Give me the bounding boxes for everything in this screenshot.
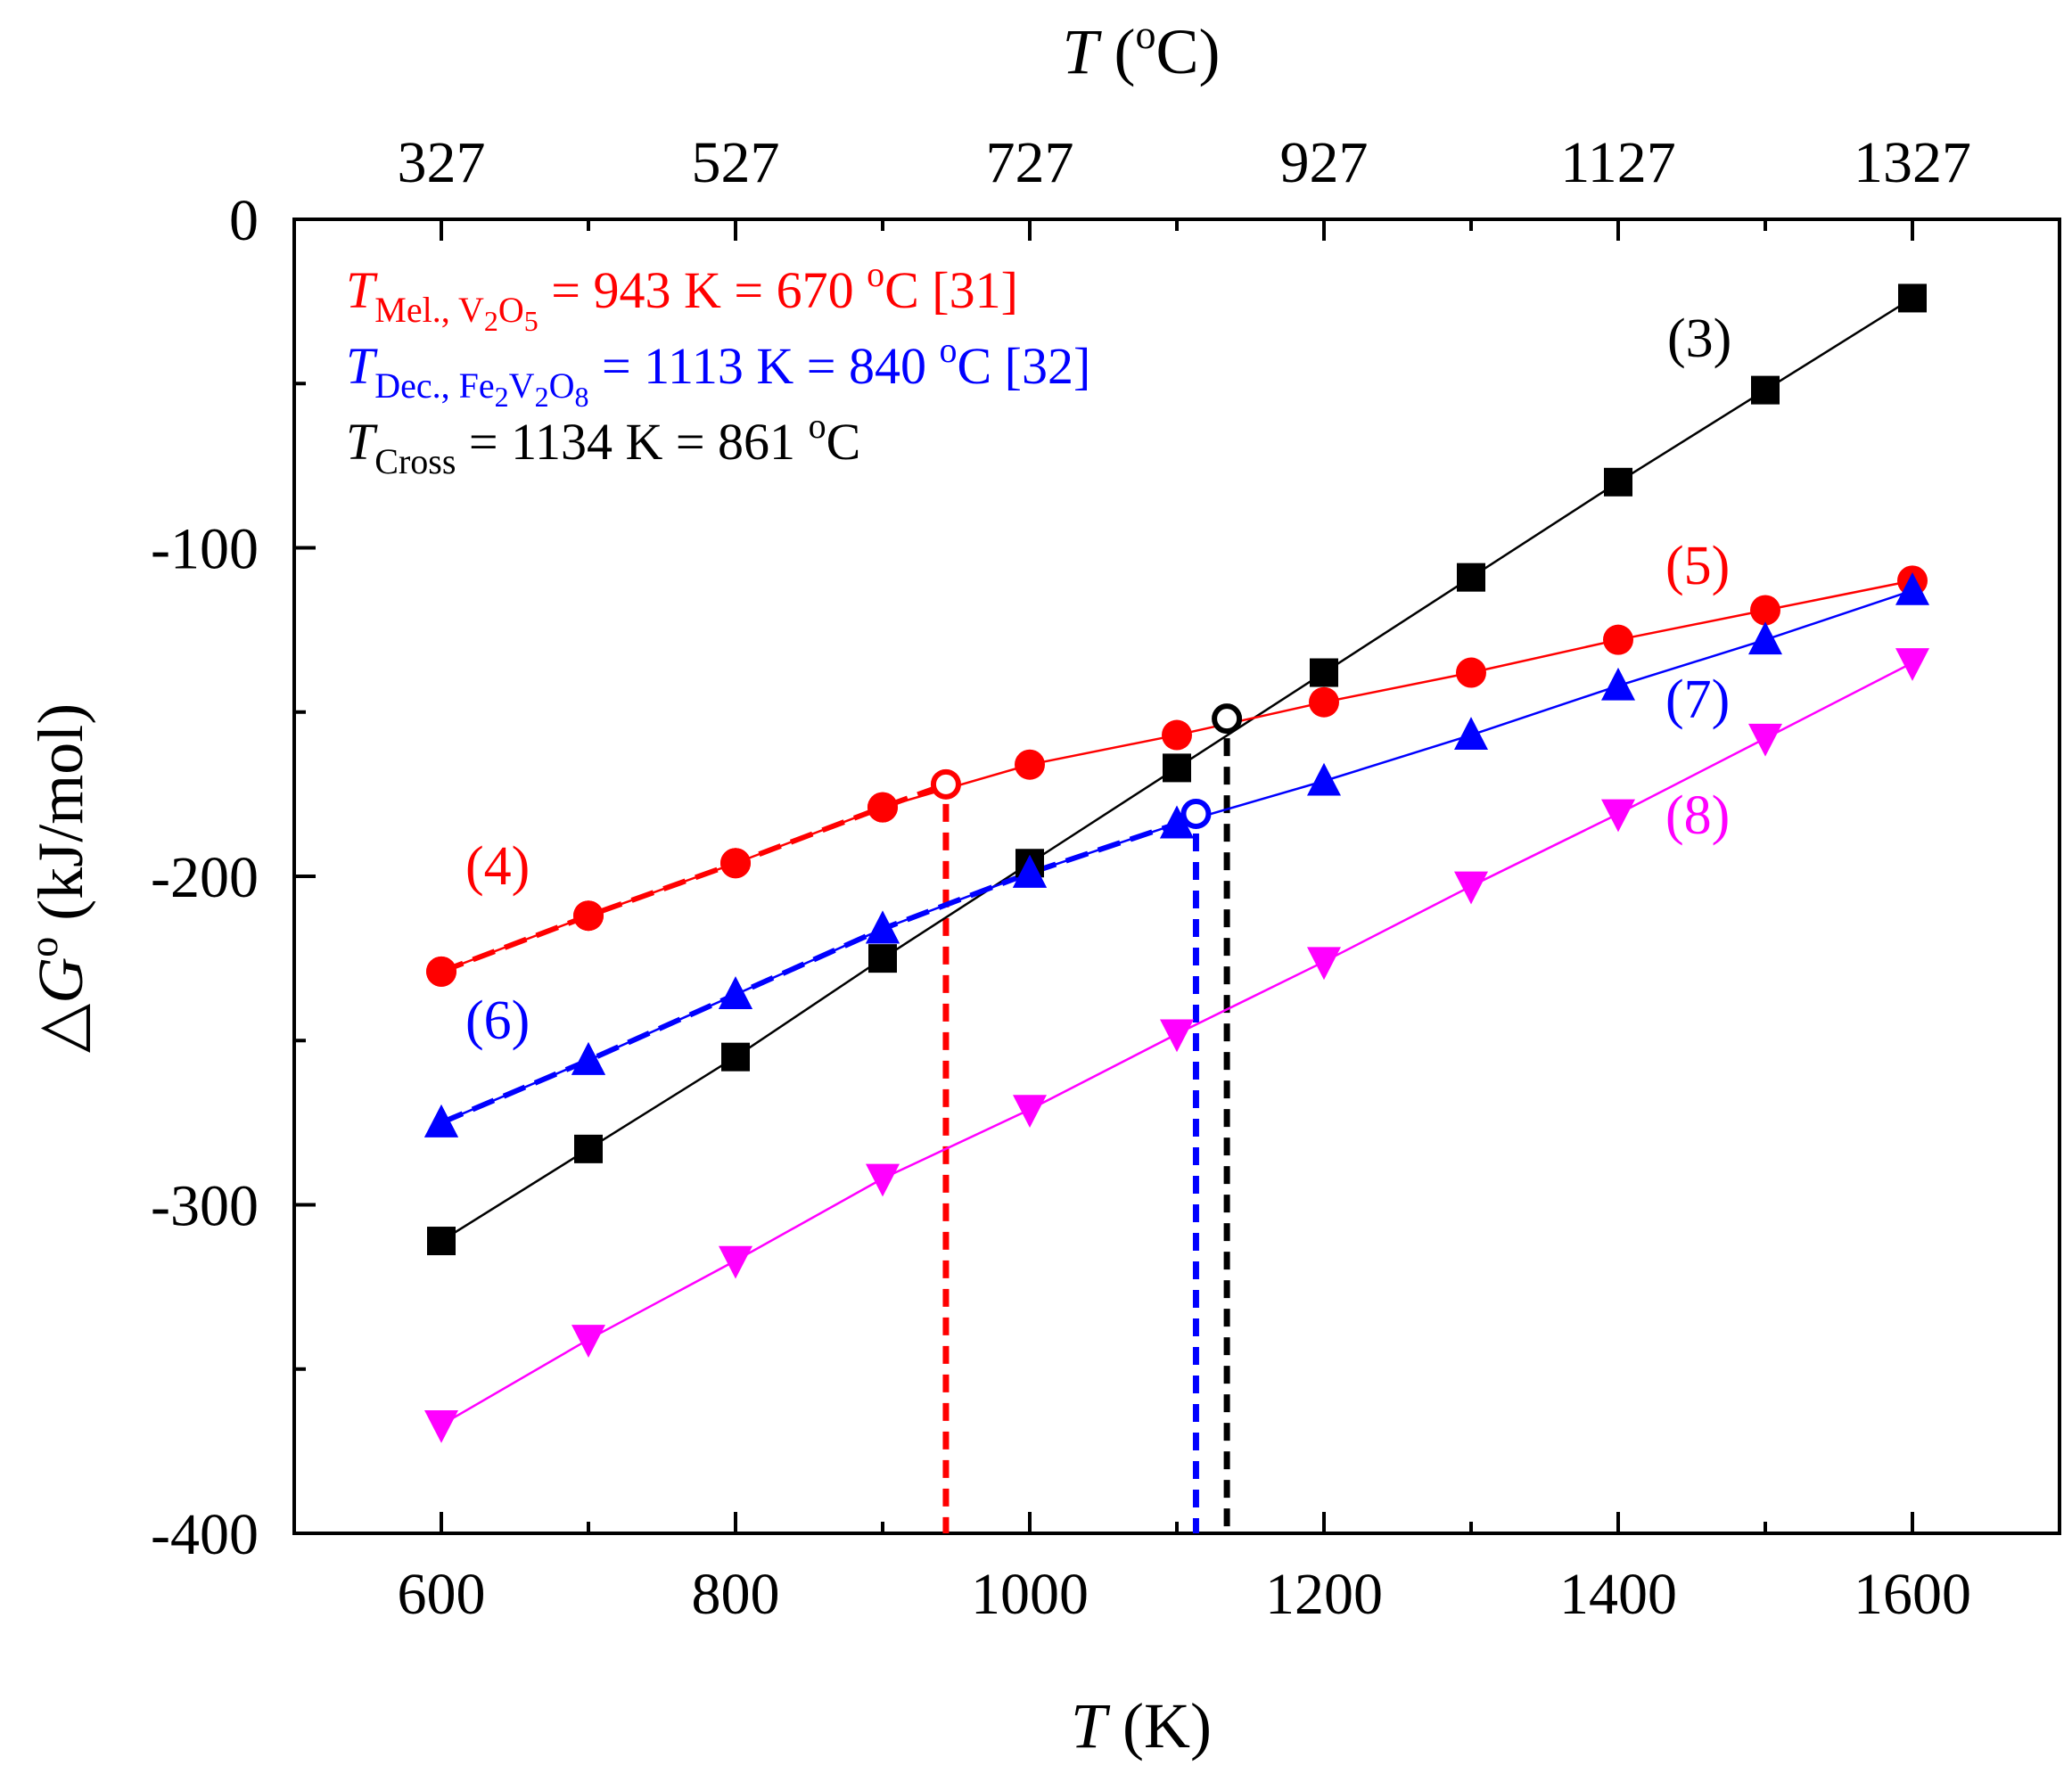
data-point-s3 xyxy=(1898,283,1927,313)
y-tick-label: 0 xyxy=(229,188,259,253)
transition-point-melting xyxy=(930,768,961,800)
x2-tick-label: 1327 xyxy=(1854,130,1971,195)
x2-tick-label: 927 xyxy=(1280,130,1369,195)
x-tick-label: 1400 xyxy=(1559,1562,1677,1627)
data-point-s7 xyxy=(1601,667,1635,701)
y-tick-label: -400 xyxy=(151,1502,259,1567)
data-point-s7 xyxy=(1895,572,1929,605)
data-point-s5 xyxy=(1162,719,1192,751)
axis-ticks-layer: 600 800 1000 1200 1400 1600 327 527 727 927 1127 13… xyxy=(151,130,1971,1627)
data-point-s8 xyxy=(1895,648,1929,681)
data-point-s7 xyxy=(571,1041,605,1075)
data-point-s7 xyxy=(866,910,900,944)
x-tick-label: 800 xyxy=(692,1562,780,1627)
data-point-s7 xyxy=(424,1104,458,1137)
data-point-s8 xyxy=(1601,799,1635,833)
annotation-cross: TCross = 1134 K = 861 oC xyxy=(346,406,860,481)
x-axis-title: T (K) xyxy=(1071,1690,1212,1762)
data-point-s5 xyxy=(1603,624,1633,655)
y-axis-title: △Go (kJ/mol) xyxy=(21,703,96,1053)
data-point-s8 xyxy=(1307,947,1341,981)
curve-label-3: (3) xyxy=(1667,308,1731,369)
data-point-s3 xyxy=(721,1042,750,1072)
curve-label-8: (8) xyxy=(1665,785,1730,846)
curve-label-6: (6) xyxy=(465,990,530,1051)
data-point-s7 xyxy=(1013,854,1047,888)
x2-axis-title: T (oC) xyxy=(1062,12,1220,87)
data-point-s7 xyxy=(1307,762,1341,796)
series-line-s6 xyxy=(440,811,1197,1126)
data-point-s7 xyxy=(1454,717,1488,750)
annotation-melting: TMel., V2O5 = 943 K = 670 oC [31] xyxy=(346,254,1018,337)
x-tick-label: 600 xyxy=(398,1562,486,1627)
data-point-s8 xyxy=(571,1325,605,1358)
data-point-s8 xyxy=(866,1163,900,1197)
x2-tick-label: 727 xyxy=(986,130,1074,195)
x-tick-label: 1600 xyxy=(1854,1562,1971,1627)
data-point-s7 xyxy=(719,976,752,1010)
x2-tick-label: 527 xyxy=(692,130,780,195)
data-point-s3 xyxy=(868,944,897,973)
data-point-s5 xyxy=(1309,686,1339,718)
data-point-s5 xyxy=(1456,657,1486,688)
x-tick-label: 1200 xyxy=(1265,1562,1383,1627)
transition-point-cross xyxy=(1212,703,1243,735)
data-point-s5 xyxy=(573,900,604,932)
data-point-s3 xyxy=(1163,753,1191,783)
data-point-s5 xyxy=(720,848,751,879)
y-tick-label: -100 xyxy=(151,517,259,582)
y-tick-label: -300 xyxy=(151,1174,259,1239)
x2-tick-label: 327 xyxy=(398,130,486,195)
x2-tick-label: 1127 xyxy=(1560,130,1676,195)
curve-label-5: (5) xyxy=(1665,536,1730,596)
data-point-s3 xyxy=(427,1227,456,1256)
transition-point-decomposition xyxy=(1180,798,1212,829)
y-tick-label: -200 xyxy=(151,845,259,910)
data-point-s8 xyxy=(1013,1095,1047,1129)
data-point-s8 xyxy=(1160,1019,1194,1053)
data-point-s5 xyxy=(867,792,898,823)
data-point-s7 xyxy=(1160,805,1194,839)
data-point-s3 xyxy=(1310,658,1338,687)
data-point-s5 xyxy=(426,956,456,987)
curve-label-7: (7) xyxy=(1665,669,1730,730)
data-point-s8 xyxy=(1748,723,1782,757)
data-point-s5 xyxy=(1750,595,1780,626)
data-point-s8 xyxy=(1454,871,1488,905)
series-layer xyxy=(440,297,1913,1533)
data-point-s3 xyxy=(1604,467,1632,497)
data-point-s8 xyxy=(719,1245,752,1279)
x-tick-label: 1000 xyxy=(971,1562,1089,1627)
data-point-s7 xyxy=(1748,621,1782,655)
annotation-decomposition: TDec., Fe2V2O8 = 1113 K = 840 oC [32] xyxy=(346,330,1090,413)
data-point-s3 xyxy=(1457,563,1485,592)
data-point-s8 xyxy=(424,1409,458,1443)
data-point-s3 xyxy=(574,1134,603,1163)
curve-label-4: (4) xyxy=(465,836,530,897)
data-point-s3 xyxy=(1751,375,1780,405)
marker-layer xyxy=(424,283,1929,1443)
data-point-s5 xyxy=(1015,749,1045,780)
